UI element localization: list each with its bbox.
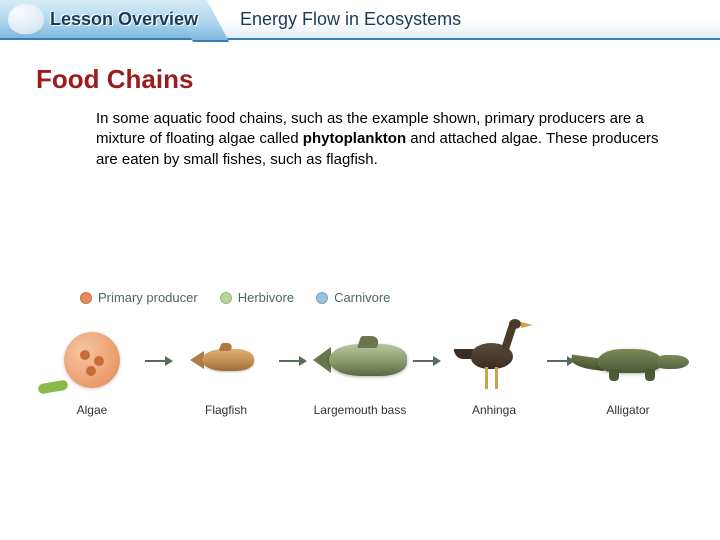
- legend-dot-carnivore: [316, 292, 328, 304]
- organism-alligator: Alligator: [576, 327, 680, 417]
- flagfish-icon: [181, 327, 271, 393]
- legend-item-carnivore: Carnivore: [316, 290, 390, 305]
- organism-algae: Algae: [40, 327, 144, 417]
- organism-largemouth-bass: Largemouth bass: [308, 327, 412, 417]
- polar-bear-icon: [8, 4, 44, 34]
- arrow-icon: [145, 356, 173, 366]
- bass-label: Largemouth bass: [314, 403, 407, 417]
- algae-icon: [47, 327, 137, 393]
- paragraph-bold-term: phytoplankton: [303, 130, 406, 147]
- topic-title: Energy Flow in Ecosystems: [240, 9, 461, 30]
- arrow-icon: [413, 356, 441, 366]
- anhinga-icon: [449, 327, 539, 393]
- legend-label-primary-producer: Primary producer: [98, 290, 198, 305]
- legend: Primary producer Herbivore Carnivore: [80, 290, 680, 305]
- organism-anhinga: Anhinga: [442, 327, 546, 417]
- legend-label-herbivore: Herbivore: [238, 290, 294, 305]
- legend-dot-herbivore: [220, 292, 232, 304]
- flagfish-label: Flagfish: [205, 403, 247, 417]
- organism-flagfish: Flagfish: [174, 327, 278, 417]
- legend-item-primary-producer: Primary producer: [80, 290, 198, 305]
- header-right-panel: Energy Flow in Ecosystems: [200, 0, 720, 40]
- legend-dot-primary-producer: [80, 292, 92, 304]
- arrow-icon: [279, 356, 307, 366]
- bass-icon: [315, 327, 405, 393]
- slide-header: Lesson Overview Energy Flow in Ecosystem…: [0, 0, 720, 40]
- alligator-label: Alligator: [606, 403, 649, 417]
- header-left-panel: Lesson Overview: [0, 0, 200, 40]
- algae-label: Algae: [77, 403, 108, 417]
- food-chain-diagram: Primary producer Herbivore Carnivore Alg…: [40, 290, 680, 417]
- body-paragraph: In some aquatic food chains, such as the…: [96, 109, 660, 170]
- section-heading: Food Chains: [36, 64, 720, 95]
- legend-label-carnivore: Carnivore: [334, 290, 390, 305]
- lesson-overview-label: Lesson Overview: [50, 9, 198, 30]
- alligator-icon: [583, 327, 673, 393]
- food-chain-row: Algae Flagfish Largemouth bass: [40, 327, 680, 417]
- legend-item-herbivore: Herbivore: [220, 290, 294, 305]
- anhinga-label: Anhinga: [472, 403, 516, 417]
